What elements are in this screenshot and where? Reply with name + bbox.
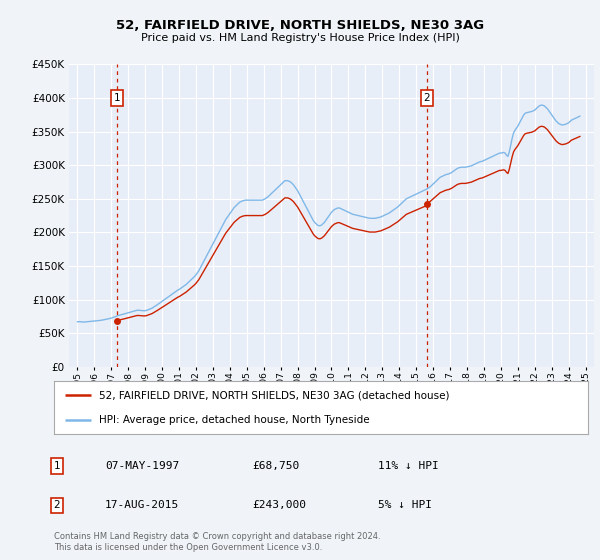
Text: 17-AUG-2015: 17-AUG-2015: [105, 500, 179, 510]
Text: 1: 1: [114, 93, 121, 103]
Point: [112, 316, 122, 325]
Text: HPI: Average price, detached house, North Tyneside: HPI: Average price, detached house, Nort…: [100, 414, 370, 424]
Text: 52, FAIRFIELD DRIVE, NORTH SHIELDS, NE30 3AG (detached house): 52, FAIRFIELD DRIVE, NORTH SHIELDS, NE30…: [100, 390, 450, 400]
Text: 11% ↓ HPI: 11% ↓ HPI: [378, 461, 439, 471]
Text: 07-MAY-1997: 07-MAY-1997: [105, 461, 179, 471]
Text: £68,750: £68,750: [252, 461, 299, 471]
Text: £243,000: £243,000: [252, 500, 306, 510]
Text: 52, FAIRFIELD DRIVE, NORTH SHIELDS, NE30 3AG: 52, FAIRFIELD DRIVE, NORTH SHIELDS, NE30…: [116, 18, 484, 32]
Text: 5% ↓ HPI: 5% ↓ HPI: [378, 500, 432, 510]
Text: 2: 2: [424, 93, 430, 103]
Text: Contains HM Land Registry data © Crown copyright and database right 2024.: Contains HM Land Registry data © Crown c…: [54, 532, 380, 541]
Text: 2: 2: [53, 500, 61, 510]
Text: 1: 1: [53, 461, 61, 471]
Text: This data is licensed under the Open Government Licence v3.0.: This data is licensed under the Open Gov…: [54, 543, 322, 552]
Point: [422, 199, 431, 208]
Text: Price paid vs. HM Land Registry's House Price Index (HPI): Price paid vs. HM Land Registry's House …: [140, 32, 460, 43]
